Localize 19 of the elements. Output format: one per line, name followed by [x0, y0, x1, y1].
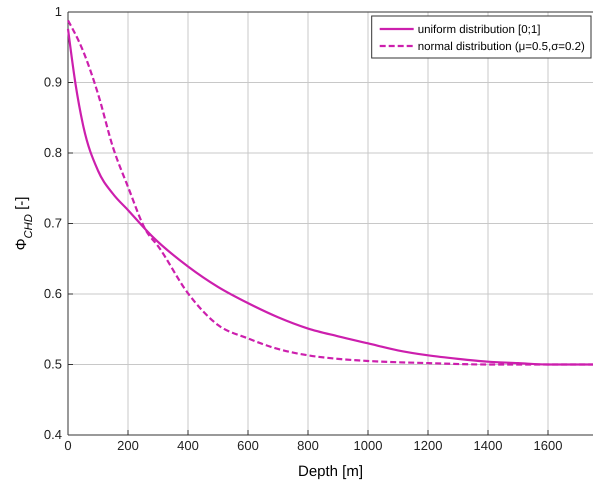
- y-tick-label: 1: [54, 4, 62, 20]
- x-tick-label: 1600: [534, 438, 562, 454]
- y-tick-label: 0.8: [44, 145, 62, 160]
- x-tick-label: 400: [177, 438, 199, 454]
- x-tick-label: 800: [297, 438, 319, 454]
- legend-label: normal distribution (μ=0.5,σ=0.2): [418, 41, 585, 53]
- x-axis-title: Depth [m]: [298, 463, 364, 480]
- x-tick-label: 1200: [414, 438, 442, 454]
- x-tick-label: 200: [117, 438, 139, 454]
- x-tick-label: 1000: [354, 438, 382, 454]
- x-tick-label: 0: [64, 438, 72, 454]
- y-tick-label: 0.4: [44, 427, 62, 442]
- y-tick-label: 0.7: [44, 216, 62, 231]
- legend-label: uniform distribution [0;1]: [418, 24, 540, 36]
- y-tick-label: 0.9: [44, 74, 62, 90]
- x-tick-label: 1400: [474, 438, 502, 454]
- y-tick-label: 0.6: [44, 286, 62, 302]
- y-tick-label: 0.5: [44, 356, 62, 372]
- x-tick-label: 600: [237, 438, 259, 454]
